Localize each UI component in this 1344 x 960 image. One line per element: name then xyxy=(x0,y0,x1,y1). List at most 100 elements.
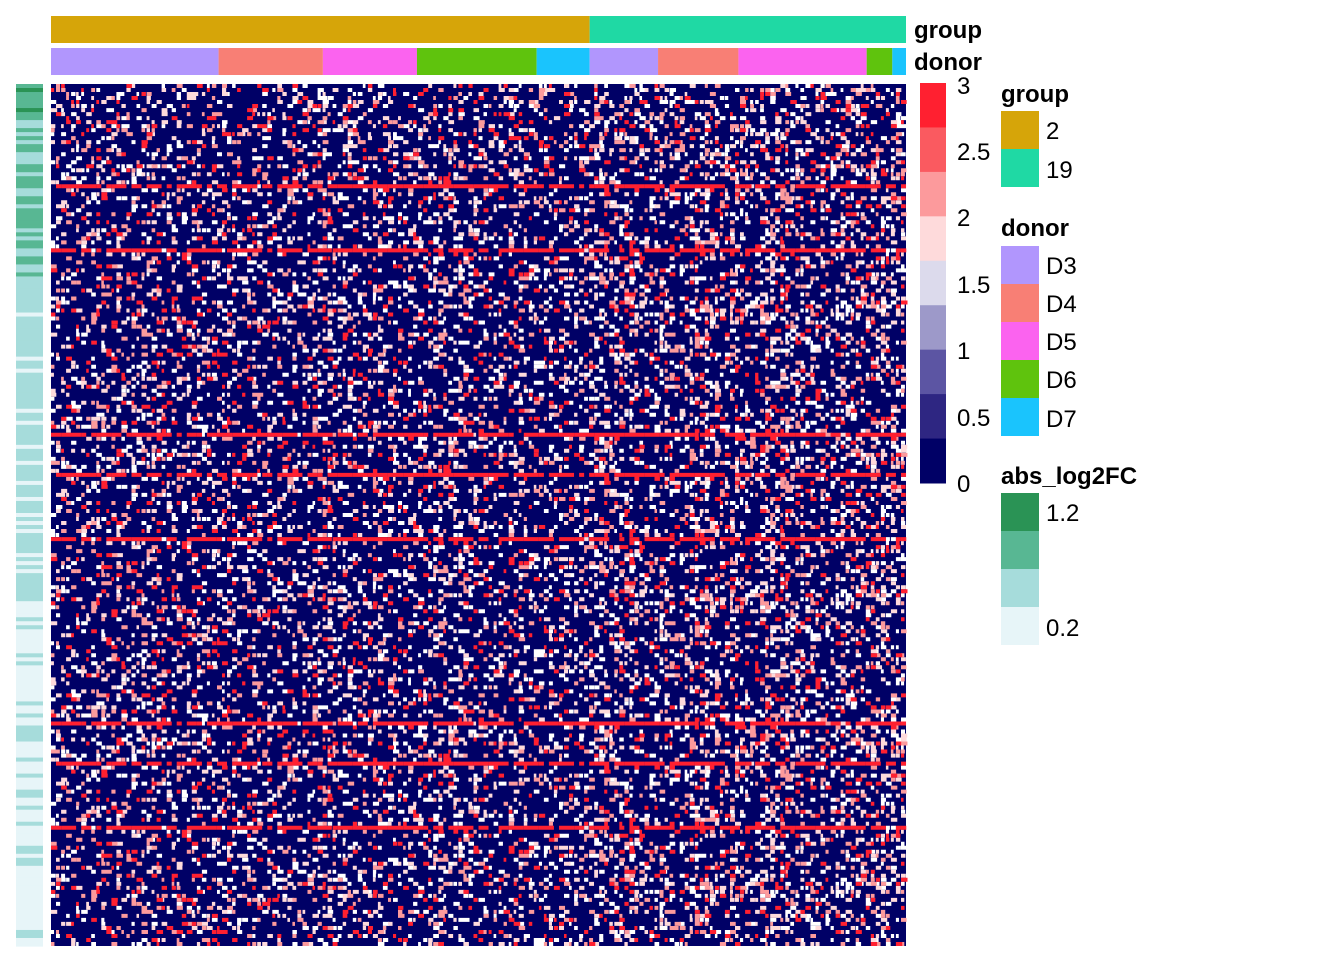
group-legend-label: 19 xyxy=(1046,157,1073,184)
row-annotation-cell xyxy=(16,172,43,177)
group-legend-swatch xyxy=(1001,111,1039,149)
donor-segment-D4 xyxy=(658,48,739,75)
row-annotation-cell xyxy=(16,380,43,386)
row-annotation-cell xyxy=(16,833,43,839)
row-annotation-cell xyxy=(16,537,43,542)
donor-legend-swatch xyxy=(1001,322,1039,360)
row-annotation-cell xyxy=(16,797,43,803)
row-annotation-cell xyxy=(16,496,43,502)
row-annotation-cell xyxy=(16,877,43,883)
row-annotation-cell xyxy=(16,577,43,582)
donor-segment-D6 xyxy=(416,48,537,75)
row-annotation-cell xyxy=(16,665,43,670)
row-annotation-cell xyxy=(16,128,43,133)
color-scale-legend xyxy=(920,83,946,484)
row-annotation-cell xyxy=(16,164,43,169)
row-annotation-cell xyxy=(16,773,43,779)
row-annotation-cell xyxy=(16,188,43,193)
row-annotation-cell xyxy=(16,336,43,342)
row-annotation-cell xyxy=(16,917,43,923)
row-annotation-cell xyxy=(16,821,43,827)
abs-log2fc-legend-swatch xyxy=(1001,493,1039,531)
donor-legend-label: D5 xyxy=(1046,329,1077,356)
color-scale-swatch xyxy=(920,83,946,128)
row-annotation-cell xyxy=(16,685,43,691)
heatmap-cells-pink xyxy=(51,84,908,947)
abs-log2fc-legend-title: abs_log2FC xyxy=(1001,463,1137,490)
row-annotation-cell xyxy=(16,693,43,699)
row-annotation-cell xyxy=(16,292,43,298)
donor-segment-D3 xyxy=(589,48,659,75)
row-annotation-cell xyxy=(16,344,43,350)
row-annotation-cell xyxy=(16,697,43,703)
row-annotation-cell xyxy=(16,889,43,895)
row-annotation-cell xyxy=(16,841,43,847)
row-annotation-cell xyxy=(16,601,43,606)
row-annotation-cell xyxy=(16,396,43,402)
row-annotation-cell xyxy=(16,521,43,526)
row-annotation-cell xyxy=(16,805,43,811)
row-annotation-cell xyxy=(16,376,43,382)
row-annotation-cell xyxy=(16,861,43,867)
row-annotation-cell xyxy=(16,220,43,225)
row-annotation-cell xyxy=(16,593,43,598)
row-annotation-cell xyxy=(16,160,43,165)
row-annotation-cell xyxy=(16,296,43,302)
row-annotation-cell xyxy=(16,420,43,426)
row-annotation-cell xyxy=(16,328,43,334)
donor-segment-D7 xyxy=(536,48,590,75)
row-annotation-cell xyxy=(16,248,43,253)
row-annotation-cell xyxy=(16,637,43,642)
row-annotation-cell xyxy=(16,208,43,213)
row-annotation-cell xyxy=(16,657,43,662)
color-tick-label: 3 xyxy=(957,73,970,100)
row-annotation-cell xyxy=(16,737,43,743)
row-annotation-cell xyxy=(16,677,43,682)
row-annotation-cell xyxy=(16,913,43,919)
row-annotation-cell xyxy=(16,268,43,274)
donor-segment-D5 xyxy=(738,48,867,75)
abs-log2fc-legend-swatch xyxy=(1001,569,1039,607)
row-annotation-cell xyxy=(16,400,43,406)
row-annotation-cell xyxy=(16,777,43,783)
row-annotation-cell xyxy=(16,865,43,871)
row-annotation-cell xyxy=(16,212,43,217)
row-annotation-cell xyxy=(16,288,43,294)
abs-log2fc-legend: abs_log2FC 1.2 0.2 xyxy=(1001,463,1137,645)
row-annotation-cell xyxy=(16,232,43,237)
row-annotation-cell xyxy=(16,424,43,430)
row-annotation-cell xyxy=(16,460,43,466)
row-annotation-cell xyxy=(16,817,43,823)
row-annotation-cell xyxy=(16,721,43,727)
row-annotation-cell xyxy=(16,813,43,819)
row-annotation-cell xyxy=(16,156,43,161)
row-annotation-cell xyxy=(16,793,43,799)
row-annotation-cell xyxy=(16,456,43,462)
row-annotation-cell xyxy=(16,625,43,630)
donor-annotation-label: donor xyxy=(914,49,982,76)
color-scale-swatch xyxy=(920,260,946,306)
row-annotation-cell xyxy=(16,529,43,534)
row-annotation-cell xyxy=(16,256,43,262)
row-annotation-cell xyxy=(16,360,43,366)
row-annotation-cell xyxy=(16,801,43,807)
row-annotation-cell xyxy=(16,705,43,711)
row-annotation-cell xyxy=(16,340,43,346)
row-annotation-cell xyxy=(16,276,43,282)
row-annotation-cell xyxy=(16,641,43,646)
color-tick-label: 0.5 xyxy=(957,405,990,432)
row-annotation-cell xyxy=(16,573,43,578)
row-annotation-cell xyxy=(16,517,43,522)
abs-log2fc-row-annotation xyxy=(16,84,43,947)
row-annotation-cell xyxy=(16,348,43,354)
color-scale-swatch xyxy=(920,349,946,395)
group-annotation-bar xyxy=(51,16,906,43)
donor-legend-label: D7 xyxy=(1046,406,1077,433)
row-annotation-cell xyxy=(16,653,43,658)
row-annotation-cell xyxy=(16,500,43,506)
row-annotation-cell xyxy=(16,112,43,117)
row-annotation-cell xyxy=(16,933,43,939)
group-legend-title: group xyxy=(1001,81,1069,108)
row-annotation-cell xyxy=(16,673,43,678)
row-annotation-cell xyxy=(16,264,43,270)
